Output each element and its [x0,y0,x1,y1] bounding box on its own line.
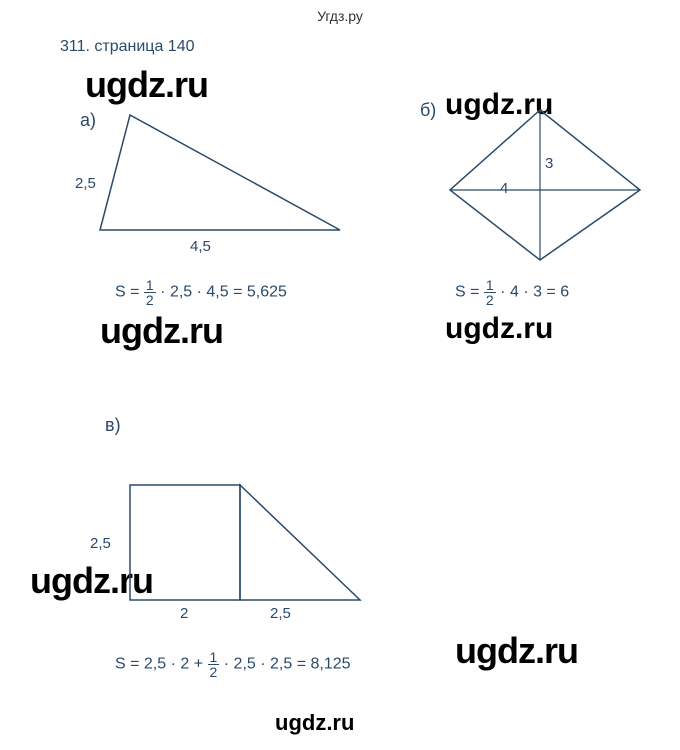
label-b-d1: 4 [500,180,508,197]
formula-c: S = 2,5 · 2 + 12 · 2,5 · 2,5 = 8,125 [115,650,351,679]
watermark: ugdz.ru [30,560,153,602]
watermark: ugdz.ru [445,88,553,122]
label-c-w2: 2,5 [270,605,291,622]
watermark: ugdz.ru [85,64,208,106]
label-c-w1: 2 [180,605,188,622]
problem-a-label: a) [80,110,96,131]
label-c-h: 2,5 [90,535,111,552]
label-b-d2: 3 [545,155,553,172]
watermark: ugdz.ru [100,310,223,352]
diagram-b [0,0,680,750]
label-a-side2: 4,5 [190,238,211,255]
formula-b: S = 12 · 4 · 3 = 6 [455,278,569,307]
diagram-a [0,0,680,750]
watermark: ugdz.ru [275,710,354,736]
watermark: ugdz.ru [445,312,553,346]
problem-c-label: в) [105,415,121,436]
page-header: Угдз.ру [0,0,680,24]
label-a-side1: 2,5 [75,175,96,192]
problem-b-label: б) [420,100,436,121]
watermark: ugdz.ru [455,630,578,672]
diagram-c [0,0,680,750]
formula-a: S = 12 · 2,5 · 4,5 = 5,625 [115,278,287,307]
page-title: 311. страница 140 [60,38,195,56]
